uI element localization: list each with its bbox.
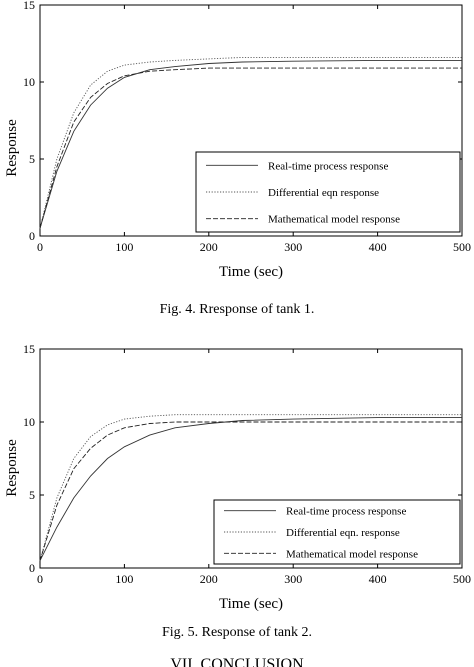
x-tick-label: 100 <box>115 240 133 254</box>
x-tick-label: 100 <box>115 572 133 586</box>
x-axis-label: Time (sec) <box>219 264 283 280</box>
legend-entry: Real-time process response <box>286 506 406 518</box>
section-heading-partial: VII. CONCLUSION <box>170 656 304 667</box>
y-tick-label: 15 <box>23 342 35 356</box>
y-axis-label: Response <box>4 439 20 497</box>
chart-2: 0 100 200 300 400 500 0 5 10 15 Time (sec) Response… <box>4 342 471 612</box>
x-tick-label: 400 <box>369 572 387 586</box>
y-tick-label: 0 <box>29 561 35 575</box>
figure-5-caption: Fig. 5. Response of tank 2. <box>161 625 313 640</box>
y-tick-label: 15 <box>23 0 35 12</box>
y-tick-label: 10 <box>23 75 35 89</box>
legend-entry: Differential eqn response <box>268 187 379 199</box>
x-tick-label: 200 <box>200 240 218 254</box>
legend-entry: Differential eqn. response <box>286 527 400 539</box>
legend: Real-time process response Differential e… <box>213 499 461 565</box>
y-tick-label: 10 <box>23 415 35 429</box>
plot-frame <box>39 4 463 237</box>
y-tick-label: 0 <box>29 229 35 243</box>
x-tick-label: 500 <box>453 240 471 254</box>
legend-entry: Mathematical model response <box>268 214 400 226</box>
series-line-3 <box>39 421 462 561</box>
x-tick-label: 300 <box>284 240 302 254</box>
legend-entry: Mathematical model response <box>286 548 418 560</box>
plot-frame <box>39 348 463 569</box>
series-line-2 <box>39 56 462 229</box>
series-line-1 <box>39 59 462 229</box>
x-axis-label: Time (sec) <box>219 596 283 612</box>
y-axis-label: Response <box>4 119 20 177</box>
legend-entry: Real-time process response <box>268 160 388 172</box>
series-line-3 <box>39 67 462 229</box>
x-tick-label: 0 <box>37 572 43 586</box>
series-line-1 <box>39 417 462 561</box>
x-tick-label: 500 <box>453 572 471 586</box>
x-tick-label: 0 <box>37 240 43 254</box>
figure-4-caption: Fig. 4. Rresponse of tank 1. <box>159 302 315 317</box>
x-tick-label: 400 <box>369 240 387 254</box>
y-tick-label: 5 <box>29 488 35 502</box>
series-line-2 <box>39 414 462 561</box>
x-tick-label: 200 <box>200 572 218 586</box>
legend: Real-time process response Differential e… <box>195 151 461 233</box>
chart-1: 0 100 200 300 400 500 0 5 10 15 Time (sec) Response… <box>4 0 471 280</box>
y-tick-label: 5 <box>29 152 35 166</box>
x-tick-label: 300 <box>284 572 302 586</box>
